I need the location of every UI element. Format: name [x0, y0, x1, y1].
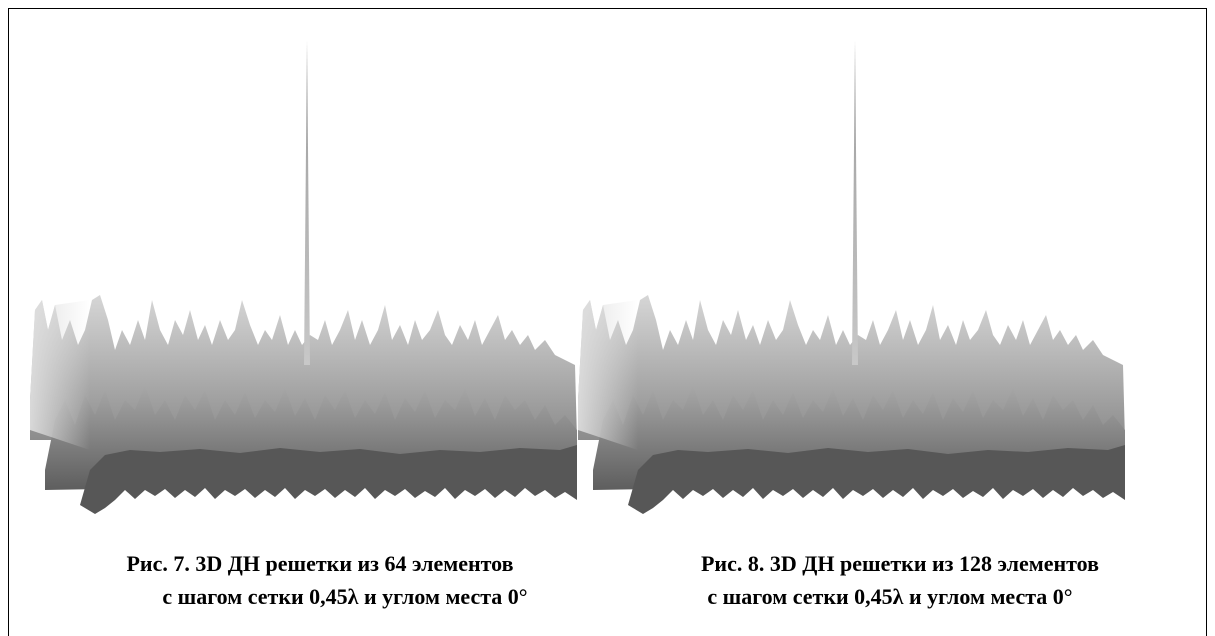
figure-8-plot — [578, 40, 1125, 514]
caption-line: с шагом сетки 0,45λ и углом места 0° — [162, 584, 527, 609]
caption-line: Рис. 8. 3D ДН решетки из 128 элементов — [701, 551, 1099, 576]
frame — [8, 8, 1207, 636]
caption-line: Рис. 7. 3D ДН решетки из 64 элементов — [126, 551, 513, 576]
caption-line: с шагом сетки 0,45λ и углом места 0° — [707, 584, 1072, 609]
figure-7-plot — [30, 40, 577, 514]
